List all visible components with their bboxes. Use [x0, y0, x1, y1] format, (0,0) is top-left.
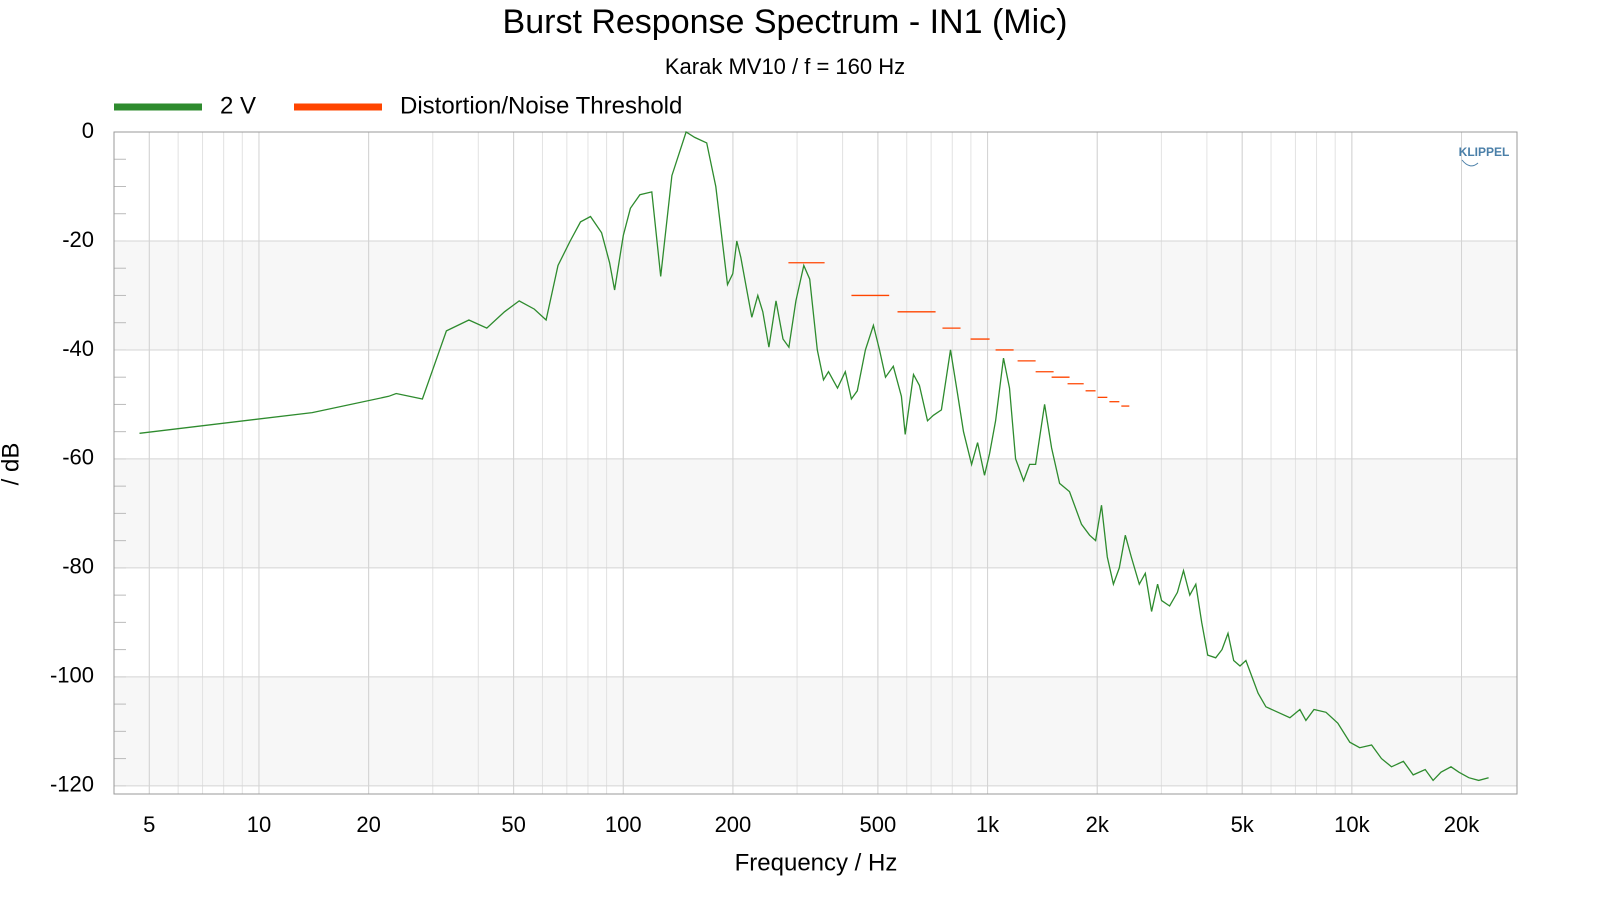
y-tick-label: -80 [62, 554, 94, 579]
band [114, 676, 1517, 786]
x-tick-label: 100 [605, 812, 642, 837]
watermark: KLIPPEL [1459, 145, 1510, 159]
chart-subtitle: Karak MV10 / f = 160 Hz [665, 54, 905, 79]
y-tick-label: 0 [82, 118, 94, 143]
x-tick-label: 500 [860, 812, 897, 837]
legend-label: 2 V [220, 92, 256, 119]
y-tick-label: -100 [50, 663, 94, 688]
x-tick-label: 50 [501, 812, 525, 837]
band [114, 458, 1517, 568]
chart-title: Burst Response Spectrum - IN1 (Mic) [503, 3, 1068, 41]
x-tick-label: 20k [1444, 812, 1480, 837]
y-axis-label: / dB [0, 443, 24, 486]
x-tick-label: 20 [356, 812, 380, 837]
x-tick-label: 5 [143, 812, 155, 837]
x-tick-label: 10 [247, 812, 271, 837]
watermark-arc [1461, 159, 1479, 167]
y-tick-label: -40 [62, 336, 94, 361]
x-tick-label: 200 [715, 812, 752, 837]
y-tick-label: -120 [50, 772, 94, 797]
x-tick-label: 1k [976, 812, 1000, 837]
plot-frame [113, 131, 1518, 795]
y-tick-label: -60 [62, 445, 94, 470]
x-tick-label: 10k [1334, 812, 1370, 837]
x-tick-label: 2k [1086, 812, 1110, 837]
legend-label: Distortion/Noise Threshold [400, 92, 682, 119]
x-axis-label: Frequency / Hz [735, 849, 898, 876]
x-tick-label: 5k [1231, 812, 1255, 837]
series-line [139, 131, 1489, 782]
y-tick-label: -20 [62, 227, 94, 252]
